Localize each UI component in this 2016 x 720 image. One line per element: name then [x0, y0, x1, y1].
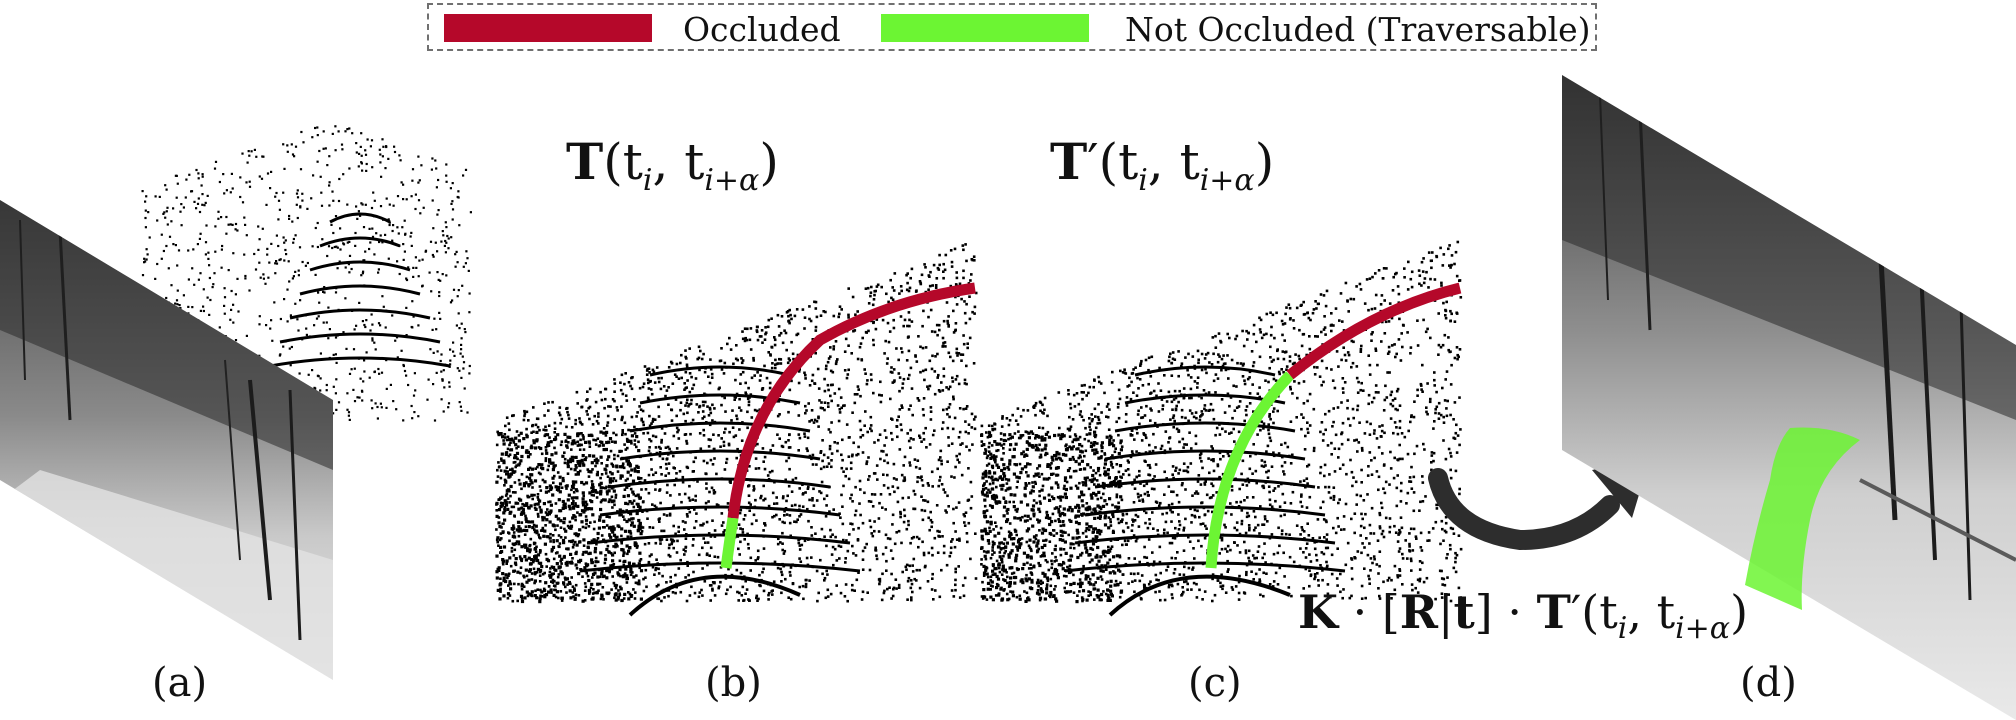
equation-c: T′(ti, ti+α) — [1050, 132, 1275, 198]
legend: Occluded Not Occluded (Traversable) — [427, 3, 1597, 51]
trajectory-c-traversable — [1205, 371, 1294, 569]
panel-label-d: (d) — [1740, 660, 1797, 706]
panel-label-a: (a) — [152, 660, 208, 706]
projection-equation: K · [R|t] · T′(ti, ti+α) — [1298, 585, 1749, 647]
panel-label-c: (c) — [1188, 660, 1242, 706]
trajectory-c-occluded — [1286, 282, 1462, 380]
equation-b: T(ti, ti+α) — [566, 132, 779, 198]
legend-label-occluded: Occluded — [683, 10, 841, 49]
trajectory-b-traversable — [720, 517, 739, 569]
legend-swatch-traversable — [881, 14, 1089, 42]
legend-label-traversable: Not Occluded (Traversable) — [1125, 10, 1591, 49]
point-cloud-c — [980, 240, 1463, 617]
trajectory-b-occluded — [727, 282, 976, 519]
legend-swatch-occluded — [444, 14, 652, 42]
traversable-overlay-d — [1745, 427, 1860, 610]
panel-label-b: (b) — [705, 660, 762, 706]
camera-image-a — [0, 200, 333, 680]
point-cloud-b — [495, 243, 978, 617]
